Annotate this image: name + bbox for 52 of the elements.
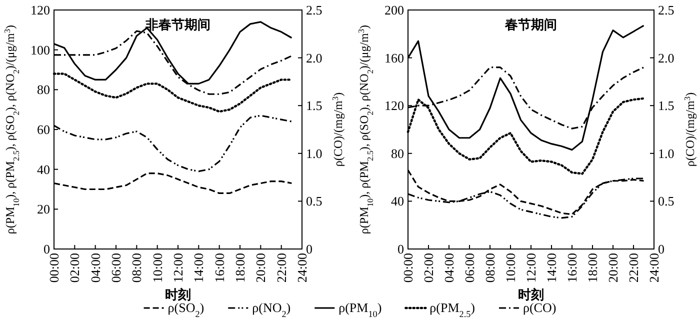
y-tick-label: 100 <box>30 42 50 58</box>
legend-label: ρ(PM$_{10}$) <box>338 300 382 319</box>
x-tick-label: 20:00 <box>606 253 620 283</box>
x-tick-label: 20:00 <box>253 253 268 283</box>
legend-label: ρ(NO$_{2}$) <box>252 300 291 319</box>
x-tick-label: 08:00 <box>129 253 144 283</box>
y-tick-label: 60 <box>37 122 50 137</box>
y-tick-label: 20 <box>37 202 50 217</box>
x-tick-label: 14:00 <box>544 253 559 283</box>
text: 非春节期间 <box>144 17 210 32</box>
x-tick-label: 06:00 <box>462 253 477 283</box>
y2-tick-label: 1.0 <box>306 146 322 161</box>
x-tick-label: 12:00 <box>170 253 186 283</box>
legend-label: ρ(CO) <box>522 300 556 315</box>
x-axis-title: 时刻 <box>518 287 544 302</box>
x-tick-label: 22:00 <box>626 253 641 283</box>
x-tick-label: 12:00 <box>524 253 538 283</box>
legend-label: ρ(SO$_{2}$) <box>168 300 204 319</box>
y2-tick-label: 1.5 <box>658 98 674 114</box>
x-tick-label: 06:00 <box>108 253 124 283</box>
y-tick-label: 40 <box>391 194 404 209</box>
x-tick-label: 22:00 <box>274 253 289 283</box>
x-tick-label: 08:00 <box>482 253 498 283</box>
y2-tick-label: 1.5 <box>306 98 322 114</box>
y-tick-label: 80 <box>391 146 404 161</box>
y-tick-label: 80 <box>37 82 50 98</box>
y2-tick-label: 0.5 <box>306 194 322 209</box>
x-tick-label: 14:00 <box>191 253 206 283</box>
x-tick-label: 10:00 <box>503 253 518 283</box>
text: 春节期间 <box>504 17 557 32</box>
x-tick-label: 04:00 <box>442 253 456 283</box>
x-tick-label: 04:00 <box>88 253 103 283</box>
x-tick-label: 18:00 <box>232 253 248 283</box>
y2-tick-label: 2.5 <box>658 2 674 18</box>
y-tick-label: 200 <box>384 2 404 18</box>
y-tick-label: 120 <box>30 2 50 18</box>
y-tick-label: 160 <box>384 50 404 66</box>
y-tick-label: 40 <box>37 162 50 177</box>
x-tick-label: 02:00 <box>67 253 82 283</box>
legend-label: ρ(PM$_{2.5}$) <box>430 300 475 319</box>
y2-tick-label: 2.0 <box>306 50 322 66</box>
y2-tick-label: 2.5 <box>306 2 322 18</box>
x-axis-title: 时刻 <box>165 287 191 302</box>
x-tick-label: 16:00 <box>212 253 227 283</box>
y2-tick-label: 2.0 <box>658 50 674 66</box>
x-tick-label: 10:00 <box>150 253 165 283</box>
y-tick-label: 120 <box>384 98 404 114</box>
x-tick-label: 02:00 <box>421 253 436 283</box>
x-tick-label: 18:00 <box>585 253 600 283</box>
y2-tick-label: 0.5 <box>658 194 674 209</box>
x-tick-label: 16:00 <box>564 253 580 283</box>
y2-tick-label: 1.0 <box>658 146 674 161</box>
